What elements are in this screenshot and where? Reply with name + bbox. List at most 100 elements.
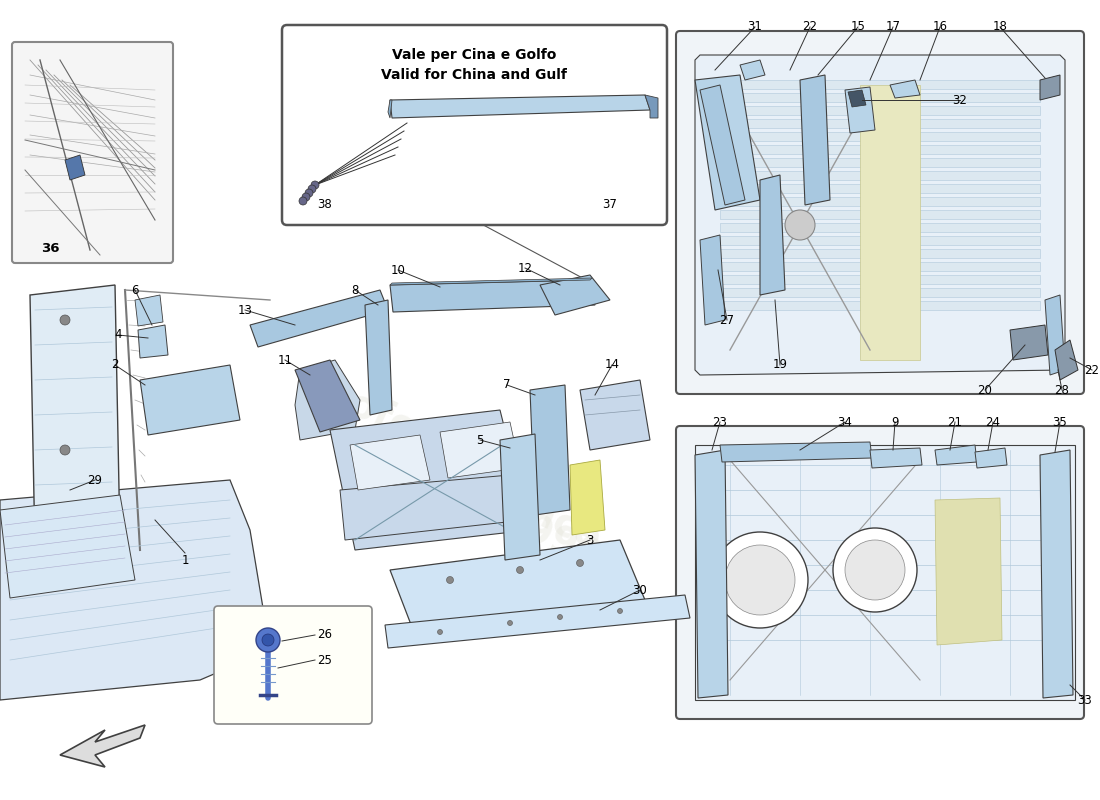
Polygon shape: [390, 95, 650, 118]
Polygon shape: [720, 262, 1040, 271]
Polygon shape: [365, 300, 392, 415]
Text: 15: 15: [850, 21, 866, 34]
Circle shape: [845, 540, 905, 600]
Text: 18: 18: [992, 21, 1008, 34]
Circle shape: [262, 634, 274, 646]
Text: 11: 11: [277, 354, 293, 366]
FancyBboxPatch shape: [214, 606, 372, 724]
Polygon shape: [700, 235, 725, 325]
Polygon shape: [720, 210, 1040, 219]
Polygon shape: [390, 540, 645, 635]
Polygon shape: [695, 75, 760, 210]
Text: 19: 19: [772, 358, 788, 371]
Polygon shape: [720, 184, 1040, 193]
Polygon shape: [845, 87, 875, 133]
Text: 28: 28: [1055, 383, 1069, 397]
Text: 24: 24: [986, 415, 1001, 429]
Circle shape: [308, 185, 316, 193]
FancyBboxPatch shape: [676, 426, 1084, 719]
Polygon shape: [720, 145, 1040, 154]
Text: 8: 8: [351, 283, 359, 297]
Polygon shape: [1040, 75, 1060, 100]
Circle shape: [558, 614, 562, 619]
Text: 21: 21: [947, 415, 962, 429]
Text: 13: 13: [238, 303, 252, 317]
Text: 10: 10: [390, 263, 406, 277]
FancyBboxPatch shape: [12, 42, 173, 263]
Polygon shape: [250, 290, 388, 347]
Polygon shape: [720, 442, 872, 462]
Polygon shape: [720, 158, 1040, 167]
Polygon shape: [720, 236, 1040, 245]
Circle shape: [256, 628, 280, 652]
Polygon shape: [700, 85, 745, 205]
Text: 5: 5: [476, 434, 484, 446]
Polygon shape: [740, 60, 764, 80]
Text: 6: 6: [131, 283, 139, 297]
Polygon shape: [720, 223, 1040, 232]
Polygon shape: [695, 55, 1065, 375]
Text: 27: 27: [719, 314, 735, 326]
Circle shape: [833, 528, 917, 612]
Polygon shape: [500, 434, 540, 560]
Text: 16: 16: [933, 21, 947, 34]
Text: 38: 38: [318, 198, 332, 211]
Text: 3: 3: [586, 534, 594, 546]
Text: 23: 23: [713, 415, 727, 429]
Polygon shape: [720, 301, 1040, 310]
Text: 4: 4: [114, 329, 122, 342]
Text: Valid for China and Gulf: Valid for China and Gulf: [381, 68, 566, 82]
Polygon shape: [295, 360, 360, 432]
Text: 12: 12: [517, 262, 532, 274]
Polygon shape: [385, 595, 690, 648]
Text: Professional: Professional: [299, 366, 561, 514]
Polygon shape: [30, 285, 120, 550]
Polygon shape: [388, 100, 392, 118]
Circle shape: [447, 577, 453, 583]
Polygon shape: [390, 280, 595, 312]
Polygon shape: [1045, 295, 1065, 375]
Polygon shape: [720, 197, 1040, 206]
Polygon shape: [800, 75, 830, 205]
Text: Vale per Cina e Golfo: Vale per Cina e Golfo: [392, 48, 557, 62]
Text: 35: 35: [1053, 415, 1067, 429]
Text: 32: 32: [953, 94, 967, 106]
Text: 30: 30: [632, 583, 648, 597]
Text: 1: 1: [182, 554, 189, 566]
Polygon shape: [860, 85, 920, 360]
Polygon shape: [720, 171, 1040, 180]
Polygon shape: [140, 365, 240, 435]
Polygon shape: [540, 275, 611, 315]
Polygon shape: [720, 275, 1040, 284]
Polygon shape: [570, 460, 605, 535]
Polygon shape: [60, 725, 145, 767]
Text: 14: 14: [605, 358, 619, 371]
Circle shape: [438, 630, 442, 634]
Polygon shape: [935, 445, 977, 465]
Polygon shape: [695, 445, 1075, 700]
Circle shape: [302, 193, 310, 201]
Text: 20: 20: [978, 383, 992, 397]
Text: 9: 9: [891, 415, 899, 429]
Polygon shape: [440, 422, 520, 478]
Circle shape: [725, 545, 795, 615]
Polygon shape: [138, 325, 168, 358]
Polygon shape: [720, 249, 1040, 258]
Polygon shape: [530, 385, 570, 515]
Polygon shape: [0, 495, 135, 598]
Text: 22: 22: [803, 21, 817, 34]
Polygon shape: [295, 360, 360, 440]
Polygon shape: [1040, 450, 1072, 698]
Text: 22: 22: [1085, 363, 1100, 377]
Polygon shape: [0, 480, 270, 700]
Text: 33: 33: [1078, 694, 1092, 706]
Polygon shape: [1055, 340, 1078, 380]
Polygon shape: [1010, 325, 1048, 360]
Circle shape: [576, 559, 583, 566]
Polygon shape: [975, 448, 1006, 468]
Polygon shape: [350, 435, 430, 490]
FancyBboxPatch shape: [676, 31, 1084, 394]
Polygon shape: [848, 90, 866, 107]
Polygon shape: [760, 175, 785, 295]
Circle shape: [299, 197, 307, 205]
